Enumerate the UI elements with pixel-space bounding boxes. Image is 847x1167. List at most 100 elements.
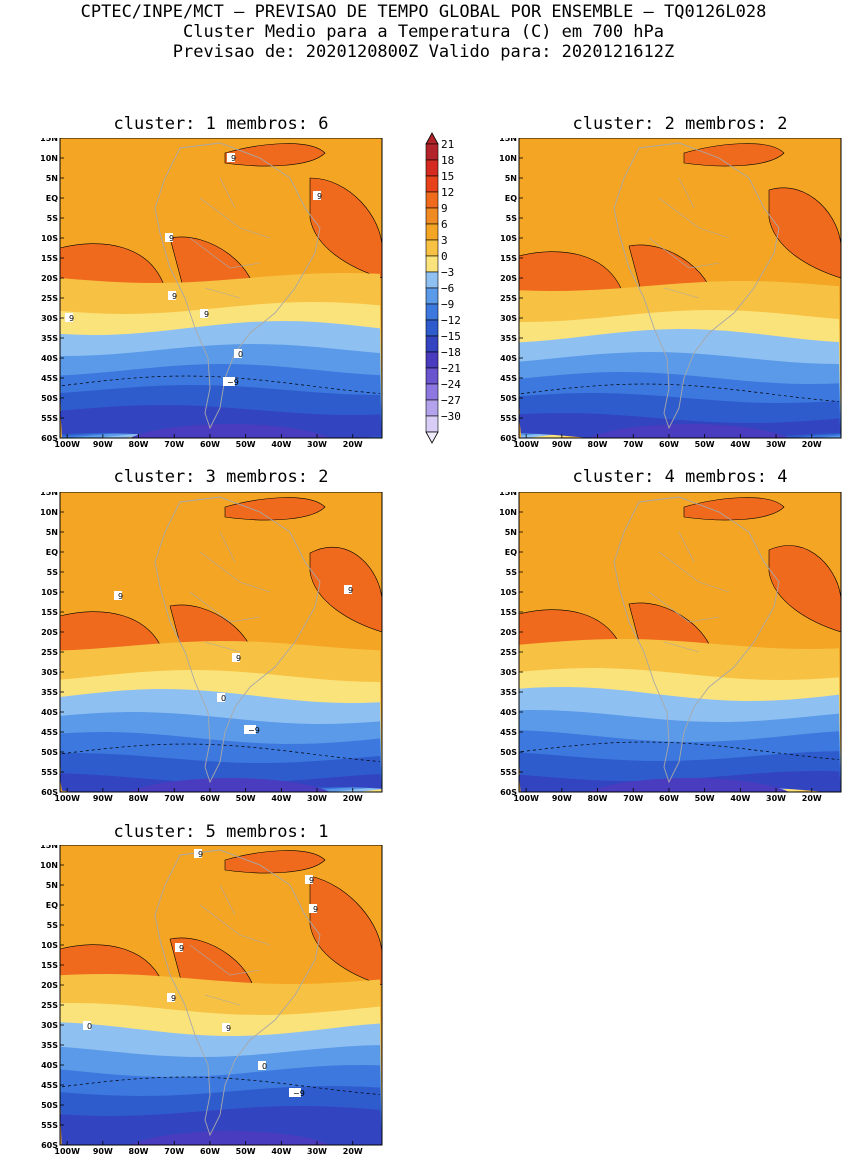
lat-tick-label: 10N xyxy=(40,154,58,163)
lat-tick-label: 25S xyxy=(41,1001,58,1010)
lat-tick-label: 45S xyxy=(41,728,58,737)
contour-label: 9 xyxy=(179,944,184,953)
lat-tick-label: EQ xyxy=(505,548,517,557)
lat-tick-label: 5S xyxy=(506,568,518,577)
colorbar-label: −15 xyxy=(441,330,461,343)
lat-tick-label: 15S xyxy=(41,254,58,263)
lat-tick-label: 20S xyxy=(41,274,58,283)
panel-3-title: cluster: 3 membros: 2 xyxy=(113,467,329,487)
colorbar-label: −21 xyxy=(441,362,461,375)
colorbar-label: 12 xyxy=(441,186,454,199)
lon-tick-label: 60W xyxy=(200,1147,220,1156)
lat-tick-label: 60S xyxy=(500,434,517,443)
lon-tick-label: 90W xyxy=(93,1147,113,1156)
colorbar-label: −3 xyxy=(441,266,454,279)
lat-tick-label: 50S xyxy=(500,748,517,757)
lat-tick-label: 60S xyxy=(41,434,58,443)
colorbar-label: −24 xyxy=(441,378,461,391)
colorbar-label: −30 xyxy=(441,410,461,423)
lon-tick-label: 40W xyxy=(271,1147,291,1156)
lat-tick-label: 5N xyxy=(46,174,58,183)
lon-tick-label: 70W xyxy=(623,440,643,449)
panel-2-title: cluster: 2 membros: 2 xyxy=(572,114,788,134)
contour-label: 0 xyxy=(238,350,243,359)
lon-tick-label: 40W xyxy=(730,440,750,449)
contour-label: −9 xyxy=(248,726,260,735)
lat-tick-label: 10N xyxy=(499,154,517,163)
lat-tick-label: 5N xyxy=(46,528,58,537)
lon-tick-label: 30W xyxy=(307,440,327,449)
lat-tick-label: 40S xyxy=(500,354,517,363)
lat-tick-label: 30S xyxy=(41,668,58,677)
lon-tick-label: 80W xyxy=(588,794,608,803)
colorbar-swatch xyxy=(425,255,439,273)
lat-tick-label: 35S xyxy=(41,334,58,343)
lat-tick-label: 35S xyxy=(500,688,517,697)
contour-label: 9 xyxy=(236,654,241,663)
colorbar-swatch xyxy=(425,399,439,417)
colorbar-label: 15 xyxy=(441,170,454,183)
lon-tick-label: 30W xyxy=(766,794,786,803)
lat-tick-label: 35S xyxy=(500,334,517,343)
lat-tick-label: 50S xyxy=(41,748,58,757)
lat-tick-label: 45S xyxy=(41,374,58,383)
map-panel-2: 15N 10N 5N EQ 5S 10S 15S 20S 25S 30S 35S 40S 45S 50S 5… xyxy=(499,138,842,449)
colorbar-label: −12 xyxy=(441,314,461,327)
colorbar: 21 18 15 12 9 6 3 0 −3 −6 −9 −12 −15 −18 −21 −24 −27 −30 xyxy=(425,132,461,444)
lat-tick-label: 10S xyxy=(41,941,58,950)
lat-tick-label: 60S xyxy=(41,788,58,797)
colorbar-swatch xyxy=(425,191,439,209)
lat-tick-label: 15S xyxy=(41,608,58,617)
colorbar-label: 9 xyxy=(441,202,448,215)
lon-tick-label: 80W xyxy=(588,440,608,449)
contour-label: 9 xyxy=(69,314,74,323)
lat-tick-label: 25S xyxy=(41,648,58,657)
colorbar-swatch xyxy=(425,415,439,433)
contour-label: 9 xyxy=(309,876,314,885)
lat-tick-label: 40S xyxy=(41,354,58,363)
lon-tick-label: 30W xyxy=(307,794,327,803)
colorbar-label: 3 xyxy=(441,234,448,247)
lon-tick-label: 80W xyxy=(129,794,149,803)
lat-tick-label: 15N xyxy=(40,138,58,143)
lon-tick-label: 50W xyxy=(236,1147,256,1156)
panel-1-title: cluster: 1 membros: 6 xyxy=(113,114,329,134)
lat-tick-label: 5S xyxy=(47,568,59,577)
lat-tick-label: 20S xyxy=(41,981,58,990)
contour-label: 9 xyxy=(226,1024,231,1033)
lon-tick-label: 20W xyxy=(343,440,363,449)
lon-tick-label: 80W xyxy=(129,1147,149,1156)
lat-tick-label: 30S xyxy=(41,314,58,323)
lon-tick-label: 70W xyxy=(164,1147,184,1156)
lat-tick-label: 10S xyxy=(500,234,517,243)
lon-tick-label: 60W xyxy=(659,794,679,803)
lat-tick-label: 20S xyxy=(500,274,517,283)
lat-tick-label: 10N xyxy=(40,508,58,517)
lon-tick-label: 100W xyxy=(54,1147,80,1156)
lat-tick-label: 5N xyxy=(46,881,58,890)
lat-tick-label: 5S xyxy=(47,921,59,930)
header-line-1: CPTEC/INPE/MCT — PREVISAO DE TEMPO GLOBA… xyxy=(80,2,767,22)
map-panel-3: 15N 10N 5N EQ 5S 10S 15S 20S 25S 30S 35S 40S 45S 50S 5… xyxy=(40,492,383,803)
lon-tick-label: 70W xyxy=(623,794,643,803)
colorbar-label: 18 xyxy=(441,154,454,167)
lat-tick-label: 35S xyxy=(41,1041,58,1050)
header-line-2: Cluster Medio para a Temperatura (C) em … xyxy=(182,22,665,42)
contour-label: 9 xyxy=(348,586,353,595)
contour-label: 9 xyxy=(172,292,177,301)
colorbar-swatch xyxy=(425,351,439,369)
lat-tick-label: 55S xyxy=(41,768,58,777)
colorbar-swatch xyxy=(425,207,439,225)
contour-label: −9 xyxy=(293,1089,305,1098)
colorbar-label: 0 xyxy=(441,250,448,263)
contour-label: 9 xyxy=(118,592,123,601)
lat-tick-label: 35S xyxy=(41,688,58,697)
lat-tick-label: 5S xyxy=(506,214,518,223)
lat-tick-label: 15N xyxy=(499,138,517,143)
lat-tick-label: 60S xyxy=(500,788,517,797)
lon-tick-label: 30W xyxy=(307,1147,327,1156)
lon-tick-label: 50W xyxy=(236,440,256,449)
lat-tick-label: 50S xyxy=(500,394,517,403)
lat-tick-label: 45S xyxy=(500,374,517,383)
lat-tick-label: 10S xyxy=(500,588,517,597)
